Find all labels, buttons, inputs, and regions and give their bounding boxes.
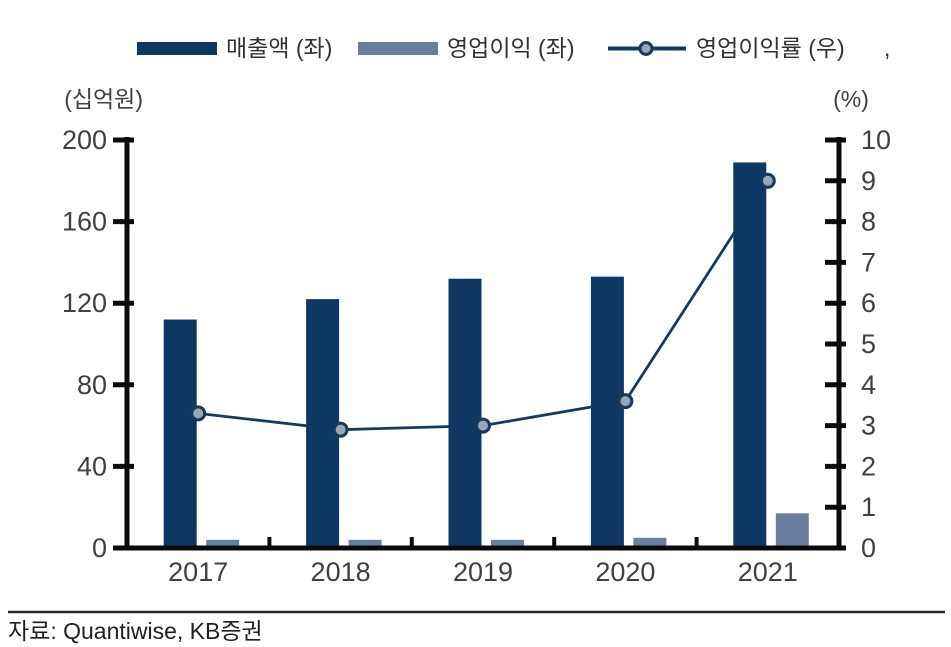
operating-profit-bar-2020 (633, 537, 667, 548)
left-axis-tick-label: 200 (62, 125, 107, 155)
operating-profit-bar-2021 (775, 513, 809, 548)
right-axis-tick-label: 9 (861, 166, 876, 196)
right-axis-tick-label: 8 (861, 207, 876, 237)
x-axis-label-2019: 2019 (453, 557, 513, 587)
right-axis-unit: (%) (833, 86, 869, 112)
operating-margin-marker-2017 (190, 405, 207, 422)
operating-margin-marker-2020 (617, 393, 634, 410)
x-axis-label-2018: 2018 (311, 557, 371, 587)
operating-margin-line (198, 180, 769, 432)
legend-label-revenue: 매출액 (좌) (226, 35, 332, 61)
left-axis-unit: (십억원) (64, 86, 143, 112)
legend-label-operating-profit: 영업이익 (좌) (447, 35, 575, 61)
right-axis-tick-label: 4 (861, 370, 876, 400)
right-axis-tick-label: 2 (861, 451, 876, 481)
revenue-bar-2021 (733, 162, 767, 548)
x-axis-label-2021: 2021 (738, 557, 798, 587)
right-axis-tick-label: 3 (861, 411, 876, 441)
left-axis-tick-label: 120 (62, 288, 107, 318)
x-axis-label-2020: 2020 (595, 557, 655, 587)
operating-profit-bar-2018 (348, 539, 382, 548)
source-text: 자료: Quantiwise, KB증권 (8, 618, 263, 644)
right-axis-tick-label: 5 (861, 329, 876, 359)
x-axis-labels: 2017 2018 2019 2020 2021 (168, 557, 798, 587)
right-axis-tick-label: 10 (861, 125, 891, 155)
left-axis-tick-label: 0 (92, 533, 107, 563)
legend-label-operating-margin: 영업이익률 (우) (696, 35, 845, 61)
legend-swatch-revenue (137, 42, 217, 55)
revenue-bar-2018 (306, 299, 340, 548)
legend-trailing-comma: , (884, 35, 890, 61)
left-axis-tick-label: 160 (62, 207, 107, 237)
operating-margin-marker-2018 (332, 421, 349, 438)
chart-legend: 매출액 (좌) 영업이익 (좌) 영업이익률 (우) , (137, 35, 890, 61)
left-axis-tick-label: 80 (77, 370, 107, 400)
right-axis-tick-label: 7 (861, 247, 876, 277)
operating-profit-bar-2019 (491, 539, 524, 548)
operating-profit-bar-2017 (206, 539, 240, 548)
left-axis-tick-label: 40 (77, 451, 107, 481)
right-axis-tick-label: 0 (861, 533, 876, 563)
operating-margin-marker-2019 (475, 417, 491, 434)
operating-margin-markers (190, 172, 776, 438)
legend-marker-operating-margin (638, 41, 654, 56)
operating-margin-path (198, 180, 769, 432)
revenue-bar-2019 (448, 278, 482, 548)
bar-series (163, 162, 809, 548)
operating-margin-marker-2021 (759, 172, 776, 189)
legend-swatch-operating-profit (358, 42, 438, 55)
axes: 0 40 80 120 160 200 0 1 2 3 4 5 6 7 8 9 10 (62, 125, 891, 563)
revenue-bar-2020 (590, 276, 624, 548)
revenue-bar-2017 (163, 319, 197, 548)
x-axis-label-2017: 2017 (168, 557, 228, 587)
right-axis-tick-label: 6 (861, 288, 876, 318)
right-axis-tick-label: 1 (861, 492, 876, 522)
